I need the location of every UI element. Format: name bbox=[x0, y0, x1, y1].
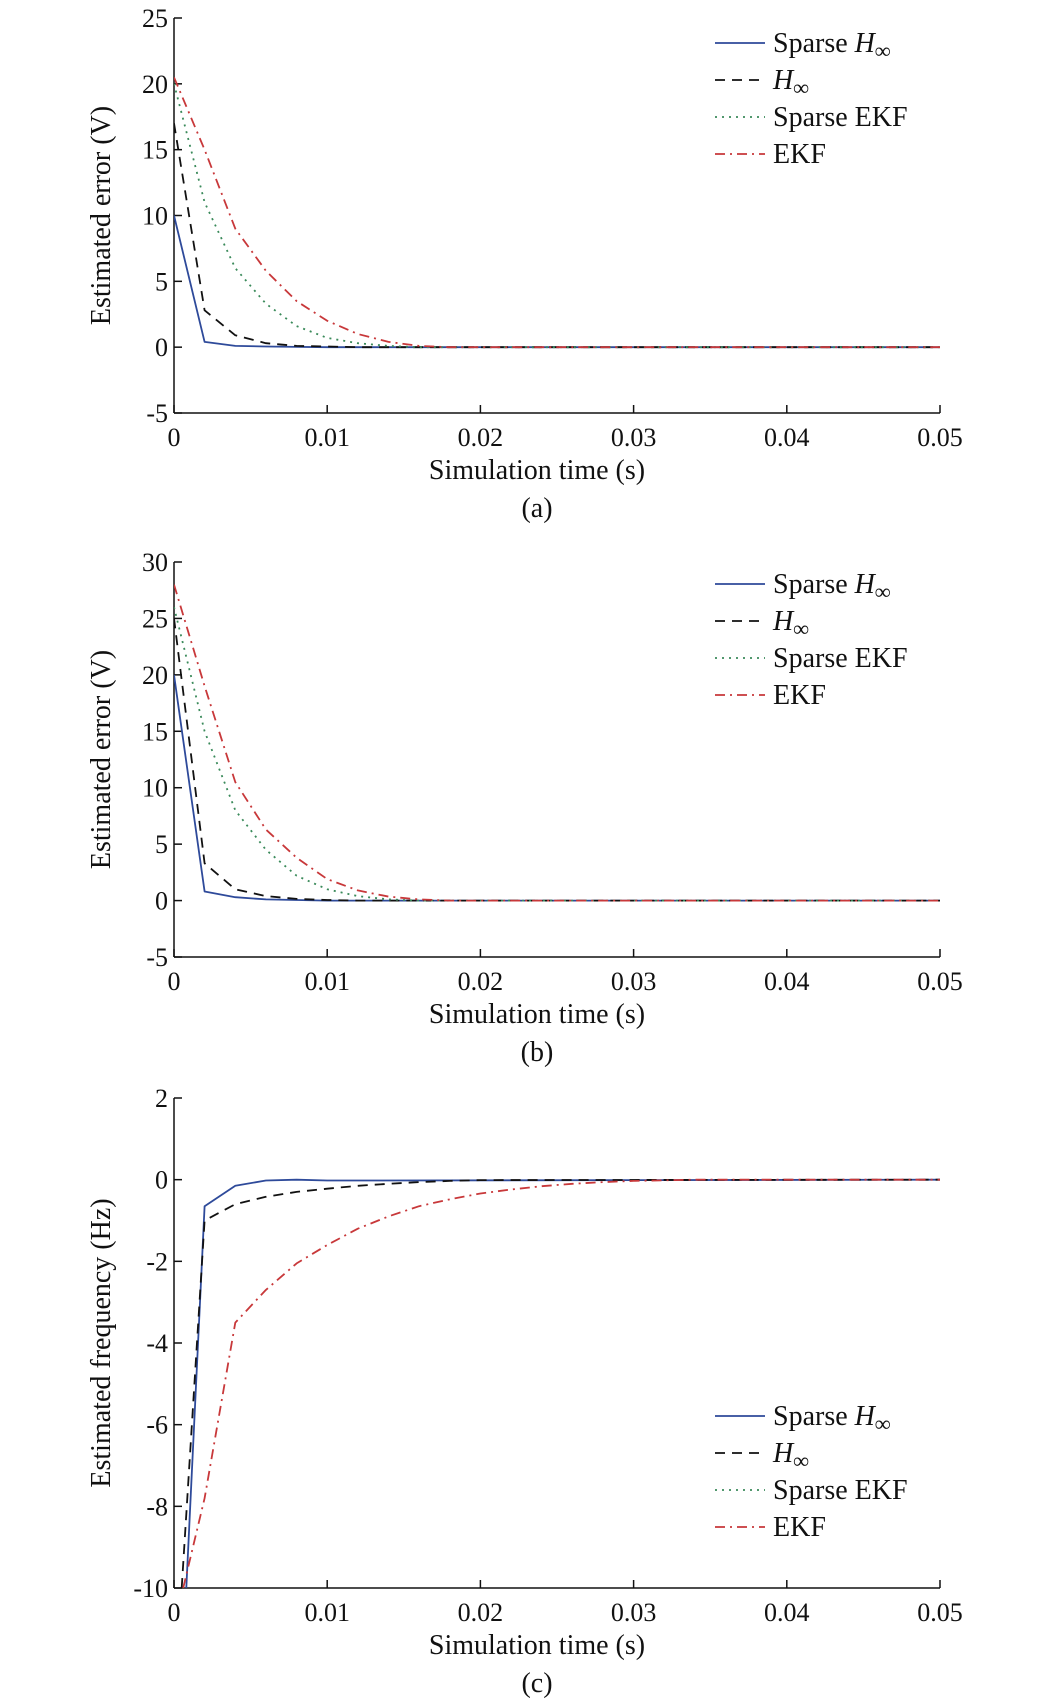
legend: Sparse H∞H∞Sparse EKF EKF bbox=[715, 569, 908, 711]
series-line-ekf bbox=[174, 76, 940, 349]
y-tick-label: -8 bbox=[146, 1492, 168, 1521]
series-line-ekf bbox=[182, 1178, 940, 1588]
panel-label: (c) bbox=[521, 1668, 552, 1699]
y-tick-label: 15 bbox=[142, 717, 168, 746]
y-tick-label: 20 bbox=[142, 70, 168, 99]
y-axis-label: Estimated error (V) bbox=[86, 650, 117, 869]
legend-entry: EKF bbox=[773, 1512, 826, 1543]
y-tick-label: 10 bbox=[142, 774, 168, 803]
legend: Sparse H∞H∞Sparse EKF EKF bbox=[715, 1401, 908, 1543]
x-tick-label: 0.05 bbox=[917, 967, 963, 996]
legend-entry: Sparse EKF bbox=[773, 1475, 908, 1506]
y-axis-label: Estimated frequency (Hz) bbox=[86, 1198, 117, 1487]
x-axis-label: Simulation time (s) bbox=[429, 455, 645, 486]
x-tick-label: 0.02 bbox=[458, 1598, 504, 1627]
x-tick-label: 0.01 bbox=[304, 423, 350, 452]
legend-entry: EKF bbox=[773, 680, 826, 711]
y-tick-label: 0 bbox=[155, 887, 168, 916]
chart-panel-1: 0 0.01 0.02 0.03 0.04 0.05-50510152025Simulat… bbox=[86, 4, 963, 524]
legend-entry: EKF bbox=[773, 139, 826, 170]
y-tick-label: 5 bbox=[155, 267, 168, 296]
y-tick-label: -2 bbox=[146, 1247, 168, 1276]
x-tick-label: 0.05 bbox=[917, 1598, 963, 1627]
plot-area bbox=[174, 584, 940, 902]
y-tick-label: 5 bbox=[155, 830, 168, 859]
x-tick-label: 0.03 bbox=[611, 1598, 657, 1627]
y-tick-label: 10 bbox=[142, 202, 168, 231]
legend-entry: Sparse EKF bbox=[773, 102, 908, 133]
x-tick-label: 0.03 bbox=[611, 423, 657, 452]
series-line-ekf bbox=[174, 584, 940, 902]
legend-entry: Sparse EKF bbox=[773, 643, 908, 674]
series-line-sparse-ekf bbox=[174, 606, 940, 902]
x-axis-label: Simulation time (s) bbox=[429, 1630, 645, 1661]
y-tick-label: 30 bbox=[142, 548, 168, 577]
series-line-sparse-h bbox=[174, 215, 940, 349]
panel-label: (a) bbox=[521, 493, 552, 524]
x-tick-label: 0.02 bbox=[458, 423, 504, 452]
x-axis-label: Simulation time (s) bbox=[429, 999, 645, 1030]
x-tick-label: 0.05 bbox=[917, 423, 963, 452]
chart-panel-2: 0 0.01 0.02 0.03 0.04 0.05-5051015202530Simul… bbox=[86, 548, 963, 1068]
legend-entry: H∞ bbox=[772, 65, 809, 100]
legend-entry: H∞ bbox=[772, 1438, 809, 1473]
y-tick-label: 0 bbox=[155, 333, 168, 362]
y-tick-label: -6 bbox=[146, 1411, 168, 1440]
y-tick-label: -5 bbox=[146, 943, 168, 972]
y-tick-label: 15 bbox=[142, 136, 168, 165]
y-tick-label: 0 bbox=[155, 1166, 168, 1195]
plot-area bbox=[174, 76, 940, 349]
y-tick-label: -10 bbox=[133, 1574, 168, 1603]
x-tick-label: 0.03 bbox=[611, 967, 657, 996]
x-tick-label: 0.01 bbox=[304, 967, 350, 996]
x-tick-label: 0.02 bbox=[458, 967, 504, 996]
legend-entry: H∞ bbox=[772, 606, 809, 641]
panel-label: (b) bbox=[521, 1037, 554, 1068]
series-line-h bbox=[180, 1178, 940, 1588]
x-tick-label: 0 bbox=[168, 423, 181, 452]
y-tick-label: 25 bbox=[142, 604, 168, 633]
series-line-sparse-h bbox=[185, 1178, 940, 1588]
y-tick-label: 2 bbox=[155, 1084, 168, 1113]
x-tick-label: 0 bbox=[168, 1598, 181, 1627]
legend-entry: Sparse H∞ bbox=[773, 28, 891, 63]
x-tick-label: 0.01 bbox=[304, 1598, 350, 1627]
y-tick-label: 20 bbox=[142, 661, 168, 690]
x-tick-label: 0 bbox=[168, 967, 181, 996]
y-tick-label: -5 bbox=[146, 399, 168, 428]
legend-entry: Sparse H∞ bbox=[773, 569, 891, 604]
plot-area bbox=[180, 1178, 940, 1588]
y-axis-label: Estimated error (V) bbox=[86, 106, 117, 325]
y-tick-label: 25 bbox=[142, 4, 168, 33]
series-line-h bbox=[174, 123, 940, 349]
x-tick-label: 0.04 bbox=[764, 967, 810, 996]
x-tick-label: 0.04 bbox=[764, 1598, 810, 1627]
legend-entry: Sparse H∞ bbox=[773, 1401, 891, 1436]
chart-panel-3: 0 0.01 0.02 0.03 0.04 0.05 -10 -8 -6 -4 -2 0 2 Simula… bbox=[86, 1084, 963, 1699]
y-tick-label: -4 bbox=[146, 1329, 168, 1358]
legend: Sparse H∞H∞Sparse EKF EKF bbox=[715, 28, 908, 170]
x-tick-label: 0.04 bbox=[764, 423, 810, 452]
